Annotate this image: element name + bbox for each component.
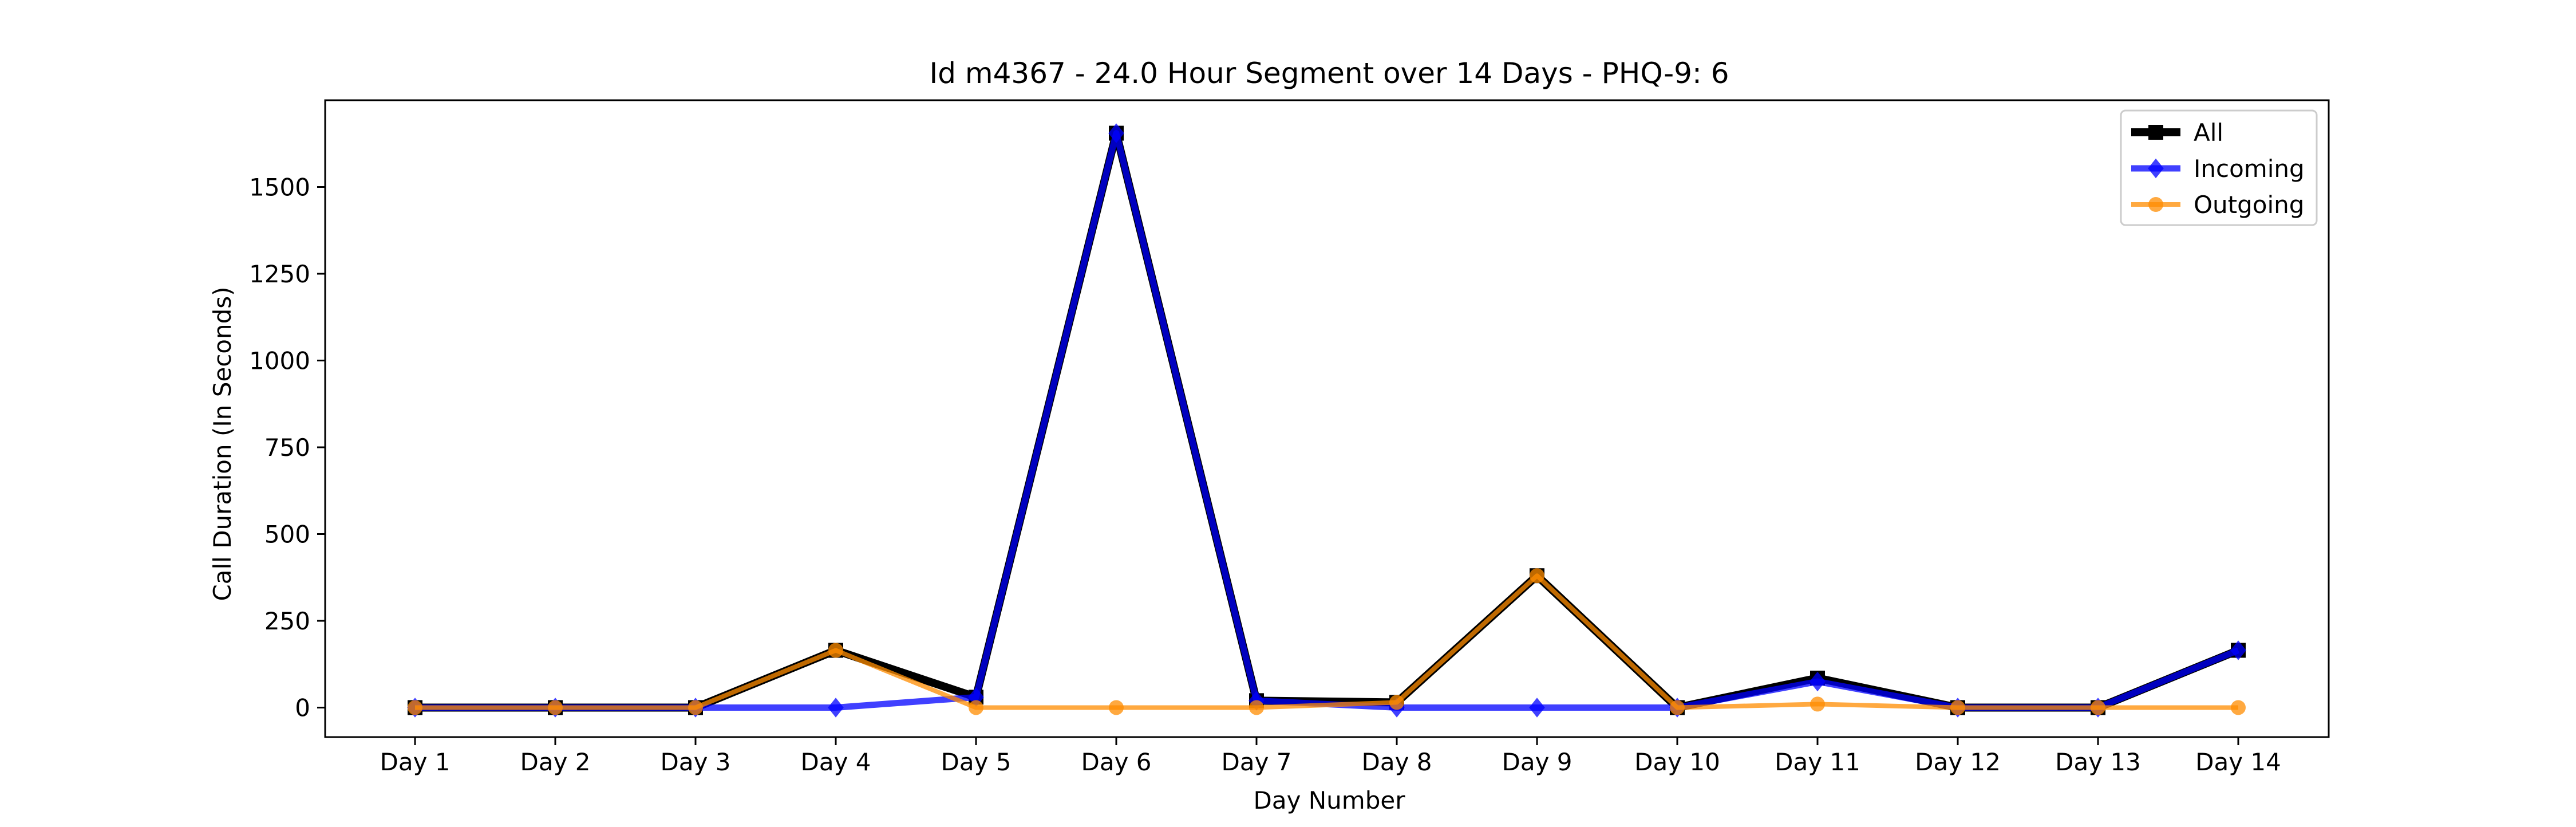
legend-item-all: All xyxy=(2131,119,2223,147)
series-all xyxy=(408,125,2246,715)
plot-frame xyxy=(324,99,2330,738)
plot-area: Day 1 Day 2 Day 3 Day 4 Day 5 Day 6 Day 7 Day 8… xyxy=(249,99,2330,776)
legend: All Incoming Outgoing xyxy=(2120,109,2318,226)
y-tick-label: 1500 xyxy=(249,173,310,201)
y-tick-label: 0 xyxy=(295,694,310,722)
series-outgoing xyxy=(408,568,2246,715)
x-tick-label: Day 11 xyxy=(1775,748,1860,776)
legend-item-outgoing: Outgoing xyxy=(2131,191,2304,219)
x-axis-title: Day Number xyxy=(1253,786,1405,814)
data-point-outgoing xyxy=(548,700,563,715)
y-tick-label: 250 xyxy=(264,607,310,635)
data-point-incoming xyxy=(1529,698,1545,718)
x-tick-label: Day 12 xyxy=(1915,748,2001,776)
data-point-outgoing xyxy=(2231,700,2246,715)
data-point-incoming xyxy=(2230,640,2246,660)
data-point-outgoing xyxy=(1530,568,1544,584)
chart-title: Id m4367 - 24.0 Hour Segment over 14 Day… xyxy=(929,57,1729,90)
x-tick-label: Day 10 xyxy=(1634,748,1720,776)
data-point-outgoing xyxy=(1109,700,1124,715)
x-tick-label: Day 3 xyxy=(660,748,730,776)
data-point-incoming xyxy=(1108,123,1124,143)
x-tick-label: Day 14 xyxy=(2195,748,2281,776)
series-incoming xyxy=(407,123,2246,718)
data-point-outgoing xyxy=(1950,700,1965,715)
x-tick-label: Day 13 xyxy=(2055,748,2141,776)
x-tick-label: Day 1 xyxy=(380,748,450,776)
data-point-incoming xyxy=(1809,671,1826,692)
data-point-outgoing xyxy=(2091,700,2105,715)
x-tick-label: Day 6 xyxy=(1081,748,1151,776)
data-point-outgoing xyxy=(828,643,843,658)
y-tick-label: 750 xyxy=(264,434,310,462)
legend-marker-outgoing xyxy=(2148,197,2163,212)
series-line-all xyxy=(415,129,2240,712)
x-tick-label: Day 8 xyxy=(1361,748,1432,776)
data-point-incoming xyxy=(828,698,844,718)
x-tick-label: Day 2 xyxy=(520,748,590,776)
x-tick-label: Day 7 xyxy=(1221,748,1291,776)
y-tick-label: 500 xyxy=(264,520,310,548)
legend-label-all: All xyxy=(2194,119,2223,147)
data-point-outgoing xyxy=(1810,696,1825,712)
data-point-outgoing xyxy=(408,700,422,715)
x-tick-label: Day 9 xyxy=(1502,748,1572,776)
legend-item-incoming: Incoming xyxy=(2131,155,2305,183)
y-axis-title: Call Duration (In Seconds) xyxy=(208,286,236,601)
data-point-outgoing xyxy=(1670,700,1685,715)
data-point-outgoing xyxy=(969,700,983,715)
data-point-outgoing xyxy=(688,700,703,715)
series-line-incoming xyxy=(415,130,2240,711)
legend-label-outgoing: Outgoing xyxy=(2194,191,2304,219)
data-point-outgoing xyxy=(1389,695,1404,710)
x-tick-label: Day 4 xyxy=(800,748,871,776)
data-point-outgoing xyxy=(1249,700,1264,715)
legend-marker-incoming xyxy=(2148,158,2164,179)
x-tick-label: Day 5 xyxy=(941,748,1011,776)
legend-label-incoming: Incoming xyxy=(2194,155,2305,183)
y-tick-label: 1000 xyxy=(249,346,310,375)
legend-frame xyxy=(2120,109,2318,226)
series-line-outgoing xyxy=(415,573,2238,710)
legend-marker-all xyxy=(2148,125,2163,140)
y-tick-label: 1250 xyxy=(249,260,310,288)
